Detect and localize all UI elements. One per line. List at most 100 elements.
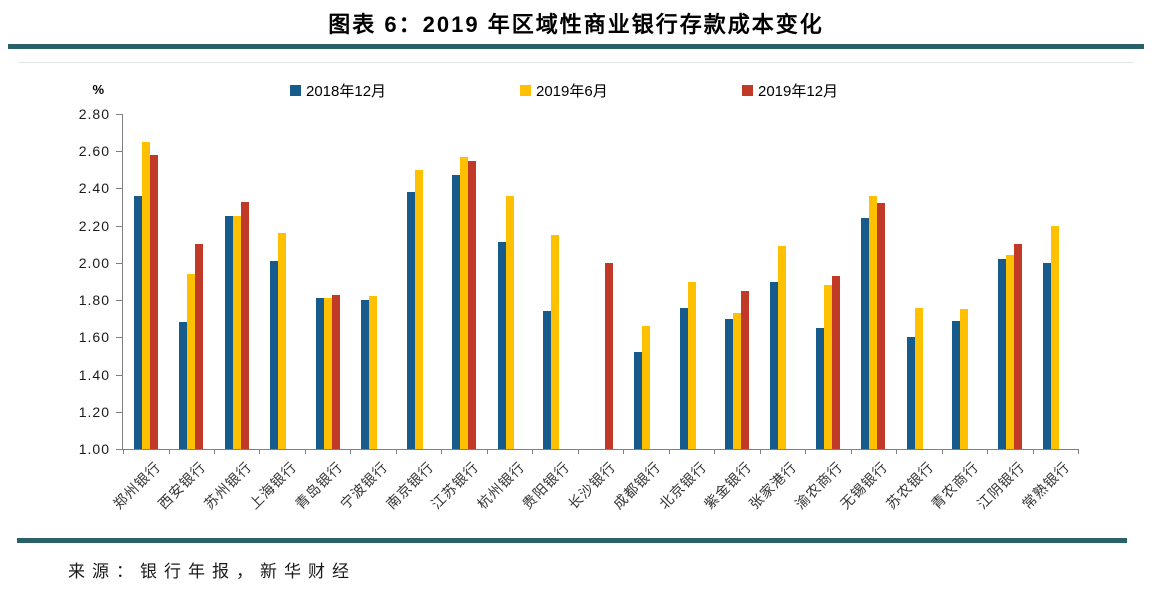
y-axis-tick — [116, 449, 122, 450]
x-axis-tick — [714, 449, 716, 454]
bottom-divider — [17, 538, 1127, 543]
bar — [468, 160, 477, 449]
bar — [861, 218, 870, 449]
x-axis-tick — [623, 449, 625, 454]
x-axis-tick — [987, 449, 988, 454]
bar — [831, 275, 840, 449]
y-axis-tick-label: 2.80 — [78, 106, 110, 122]
x-axis-tick — [395, 449, 397, 454]
bar — [642, 326, 650, 449]
chart-title: 图表 6：2019 年区域性商业银行存款成本变化 — [328, 12, 824, 37]
bar — [232, 216, 241, 449]
x-axis-tick — [577, 449, 579, 454]
bar — [133, 195, 142, 449]
x-axis-category-label: 江苏银行 — [428, 458, 482, 513]
bar — [732, 313, 741, 449]
bar — [141, 141, 150, 449]
bar — [406, 192, 415, 449]
y-axis-line — [122, 114, 123, 450]
legend-item: 2019年12月 — [742, 80, 838, 101]
bar — [1043, 262, 1052, 449]
x-axis-category-label: 常熟银行 — [1019, 458, 1074, 513]
x-axis-category-label: 贵阳银行 — [518, 458, 573, 513]
bar — [1005, 255, 1014, 449]
bar — [724, 318, 733, 449]
y-axis-unit-label: % — [92, 82, 104, 97]
x-axis-tick — [304, 449, 306, 454]
x-axis-tick — [350, 449, 352, 454]
x-axis-tick — [532, 449, 534, 454]
bar — [149, 154, 158, 449]
y-axis-tick — [116, 114, 122, 115]
bar — [906, 337, 915, 449]
x-axis-tick — [123, 449, 124, 454]
x-axis-tick — [759, 449, 761, 454]
bar — [952, 320, 961, 449]
bar — [460, 156, 469, 449]
bar — [315, 298, 324, 450]
y-axis-tick-label: 1.80 — [78, 292, 110, 309]
legend-swatch-icon — [742, 85, 753, 96]
x-axis-category-label: 杭州银行 — [473, 458, 528, 513]
x-axis-category-label: 苏农银行 — [882, 458, 937, 513]
bar — [604, 262, 613, 449]
x-axis-tick — [168, 449, 170, 454]
x-axis-category-label: 张家港行 — [746, 458, 801, 513]
x-axis-category-label: 西安银行 — [155, 458, 209, 513]
bar — [278, 233, 287, 449]
x-axis-tick — [486, 449, 488, 454]
y-axis-tick — [116, 225, 122, 227]
y-axis-tick — [116, 262, 122, 264]
x-axis-category-label: 上海银行 — [246, 458, 300, 513]
bar — [497, 242, 506, 449]
x-axis-tick — [805, 449, 807, 454]
bar — [543, 311, 551, 449]
bar — [323, 298, 332, 450]
legend-swatch-icon — [290, 85, 301, 96]
legend-label: 2019年12月 — [758, 83, 839, 100]
bar — [369, 296, 378, 449]
bar — [361, 300, 370, 449]
bar — [1013, 244, 1022, 449]
y-axis-tick-label: 1.60 — [78, 329, 110, 346]
legend-swatch-icon — [520, 85, 531, 96]
bar — [195, 244, 204, 449]
bar — [815, 328, 824, 449]
bar — [914, 307, 923, 449]
bar — [179, 322, 188, 449]
x-axis-tick — [896, 449, 898, 454]
figure-top-border — [18, 62, 1134, 63]
y-axis-tick — [116, 374, 122, 376]
legend-label: 2019年6月 — [536, 83, 608, 100]
bar — [551, 235, 559, 449]
bar — [997, 259, 1006, 449]
top-divider — [8, 44, 1144, 49]
y-axis-tick — [116, 411, 122, 413]
legend-item: 2019年6月 — [520, 80, 608, 101]
bar — [679, 307, 688, 449]
y-axis-tick — [116, 188, 122, 190]
y-axis-tick-label: 1.40 — [78, 366, 110, 383]
x-axis-category-label: 成都银行 — [609, 458, 664, 513]
x-axis-category-label: 北京银行 — [655, 458, 710, 513]
y-axis-tick-label: 2.60 — [78, 143, 110, 160]
x-axis-category-label: 青岛银行 — [291, 458, 346, 513]
bar — [1051, 225, 1060, 449]
bar — [869, 195, 878, 449]
x-axis-category-label: 郑州银行 — [109, 458, 164, 513]
x-axis-category-label: 紫金银行 — [700, 458, 755, 513]
y-axis-tick-label: 1.20 — [78, 403, 110, 420]
bar — [877, 203, 886, 449]
bar — [687, 281, 696, 449]
x-axis-category-label: 宁波银行 — [337, 458, 391, 513]
bar — [634, 352, 642, 449]
legend-label: 2018年12月 — [306, 83, 387, 100]
x-axis-line — [122, 449, 1078, 450]
x-axis-tick — [441, 449, 443, 454]
bar — [224, 216, 233, 449]
bar — [331, 294, 340, 449]
bar — [240, 201, 249, 449]
bar — [960, 309, 969, 449]
source-note: 来源：银行年报，新华财经 — [68, 562, 356, 581]
